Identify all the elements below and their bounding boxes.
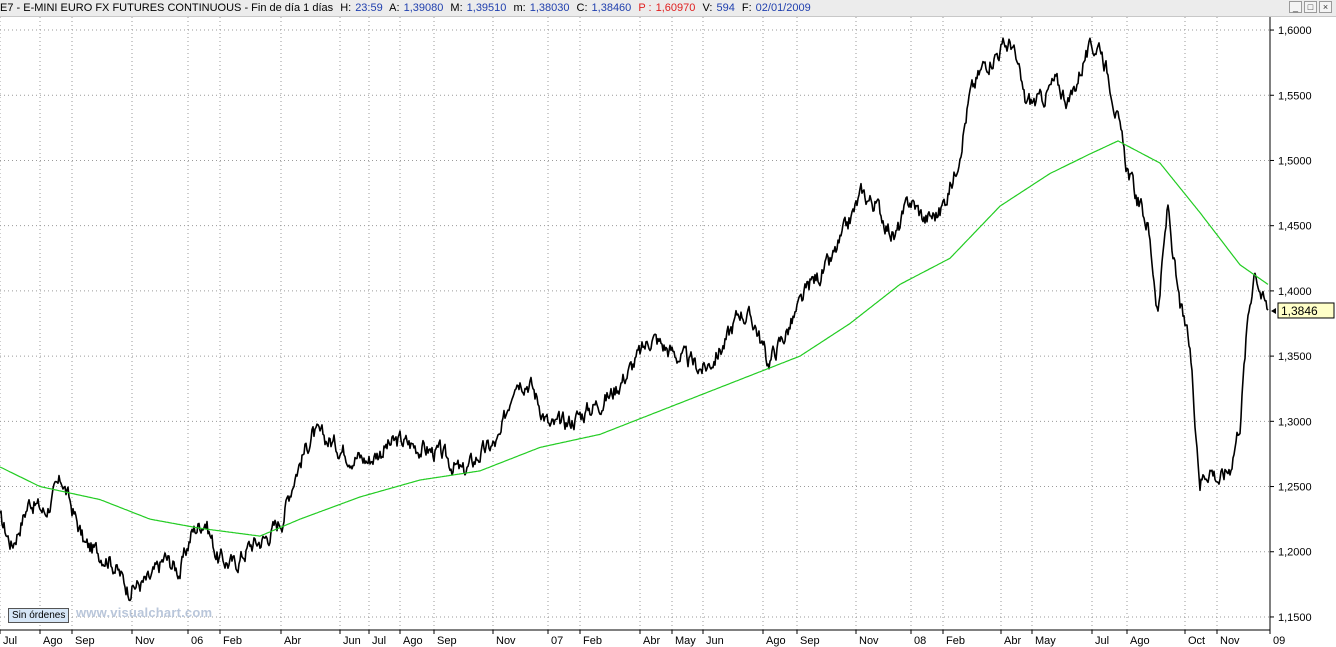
c-value: 1,38460 xyxy=(591,2,632,14)
x-tick-label: Jul xyxy=(372,635,386,647)
f-label: F: xyxy=(741,2,752,14)
x-tick-label: 08 xyxy=(914,635,926,647)
min-value: 1,38030 xyxy=(529,2,570,14)
symbol-title: E7 - E-MINI EURO FX FUTURES CONTINUOUS -… xyxy=(0,2,334,14)
x-tick-label: Nov xyxy=(496,635,516,647)
x-tick-label: Nov xyxy=(135,635,155,647)
watermark: www.visualchart.com xyxy=(76,605,213,620)
y-tick-label: 1,5500 xyxy=(1278,90,1312,102)
x-tick-label: 07 xyxy=(551,635,563,647)
x-tick-label: Sep xyxy=(437,635,457,647)
moving-average-line xyxy=(0,140,1269,537)
p-value: 1,60970 xyxy=(655,2,696,14)
x-tick-label: Ago xyxy=(1130,635,1150,647)
minimize-button[interactable]: _ xyxy=(1289,1,1302,13)
x-tick-label: Abr xyxy=(284,635,301,647)
x-tick-label: Jun xyxy=(343,635,361,647)
x-tick-label: Ago xyxy=(43,635,63,647)
y-tick-label: 1,1500 xyxy=(1278,612,1312,624)
last-value-box xyxy=(1277,302,1335,319)
price-chart[interactable]: 1,1500 1,2000 1,2500 1,3000 1,3500 1,4000 1,45… xyxy=(0,17,1336,647)
m-value: 1,39510 xyxy=(466,2,507,14)
y-tick-label: 1,6000 xyxy=(1278,25,1312,37)
x-tick-label: Feb xyxy=(583,635,602,647)
x-tick-label: Oct xyxy=(1188,635,1205,647)
no-orders-badge[interactable]: Sin órdenes xyxy=(8,608,70,623)
x-tick-label: Ago xyxy=(766,635,786,647)
y-tick-label: 1,5000 xyxy=(1278,155,1312,167)
p-label: P : xyxy=(638,2,652,14)
y-tick-label: 1,2500 xyxy=(1278,482,1312,494)
y-tick-label: 1,2000 xyxy=(1278,547,1312,559)
y-tick-label: 1,3000 xyxy=(1278,416,1312,428)
window-title-bar: E7 - E-MINI EURO FX FUTURES CONTINUOUS -… xyxy=(0,0,1336,17)
y-tick-label: 1,4000 xyxy=(1278,286,1312,298)
a-value: 1,39080 xyxy=(403,2,444,14)
c-label: C: xyxy=(576,2,588,14)
h-label: H: xyxy=(340,2,352,14)
price-series-line xyxy=(0,37,1269,602)
f-value: 02/01/2009 xyxy=(755,2,811,14)
x-tick-label: Abr xyxy=(1004,635,1021,647)
v-value: 594 xyxy=(716,2,735,14)
x-tick-label: May xyxy=(675,635,696,647)
x-tick-label: Ago xyxy=(403,635,423,647)
x-tick-label: May xyxy=(1035,635,1056,647)
x-tick-label: Feb xyxy=(223,635,242,647)
x-tick-label: Jun xyxy=(706,635,724,647)
x-tick-label: Jul xyxy=(3,635,17,647)
x-tick-label: Nov xyxy=(859,635,879,647)
y-tick-label: 1,4500 xyxy=(1278,221,1312,233)
x-tick-label: Jul xyxy=(1095,635,1109,647)
a-label: A: xyxy=(389,2,400,14)
h-value: 23:59 xyxy=(355,2,383,14)
last-value-pointer xyxy=(1271,307,1276,314)
min-label: m: xyxy=(513,2,526,14)
x-tick-label: Nov xyxy=(1220,635,1240,647)
x-tick-label: 09 xyxy=(1273,635,1285,647)
x-tick-label: Sep xyxy=(800,635,820,647)
last-value-label: 1,3846 xyxy=(1281,304,1318,318)
maximize-button[interactable]: □ xyxy=(1304,1,1317,13)
x-tick-label: 06 xyxy=(191,635,203,647)
v-label: V: xyxy=(702,2,713,14)
close-button[interactable]: × xyxy=(1319,1,1332,13)
y-tick-label: 1,3500 xyxy=(1278,351,1312,363)
x-tick-label: Feb xyxy=(946,635,965,647)
x-tick-label: Sep xyxy=(75,635,95,647)
m-label: M: xyxy=(450,2,463,14)
x-tick-label: Abr xyxy=(643,635,660,647)
window-controls: _ □ × xyxy=(1289,1,1332,13)
